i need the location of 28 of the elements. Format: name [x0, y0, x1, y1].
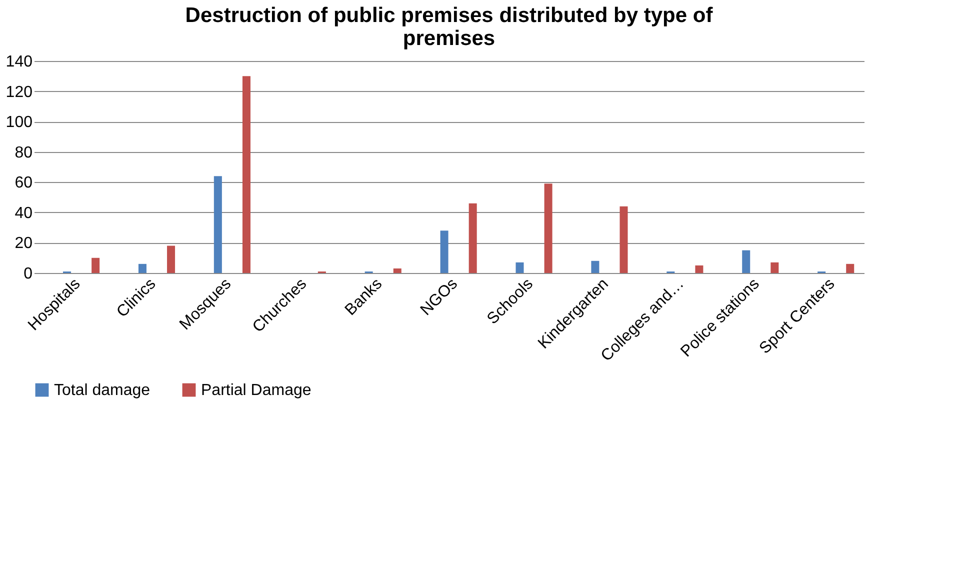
legend-label: Partial Damage — [201, 382, 312, 399]
bar — [92, 258, 100, 273]
bar — [742, 250, 750, 273]
bar — [544, 184, 552, 273]
bar — [393, 268, 402, 273]
bar — [695, 265, 704, 273]
y-tick-label: 0 — [24, 266, 33, 282]
bar — [620, 206, 628, 273]
y-tick-label: 40 — [14, 204, 33, 222]
bar — [214, 176, 222, 273]
y-tick-label: 80 — [14, 144, 33, 162]
y-tick-label: 100 — [6, 114, 33, 132]
bar — [138, 264, 146, 273]
text: Destruction of public premises distributed by type of — [185, 4, 713, 27]
bar — [167, 246, 176, 273]
legend-label: Total damage — [54, 382, 150, 399]
y-tick-label: 120 — [6, 84, 33, 101]
y-tick-label: 140 — [6, 54, 33, 70]
bar — [516, 262, 524, 273]
y-tick-label: 20 — [14, 235, 33, 252]
bar — [770, 262, 779, 273]
y-tick-label: 60 — [14, 174, 33, 192]
bar — [468, 203, 477, 273]
text: premises — [402, 27, 496, 50]
bar — [242, 76, 250, 273]
bar — [591, 260, 600, 273]
bar — [440, 230, 448, 273]
bar — [846, 264, 854, 273]
